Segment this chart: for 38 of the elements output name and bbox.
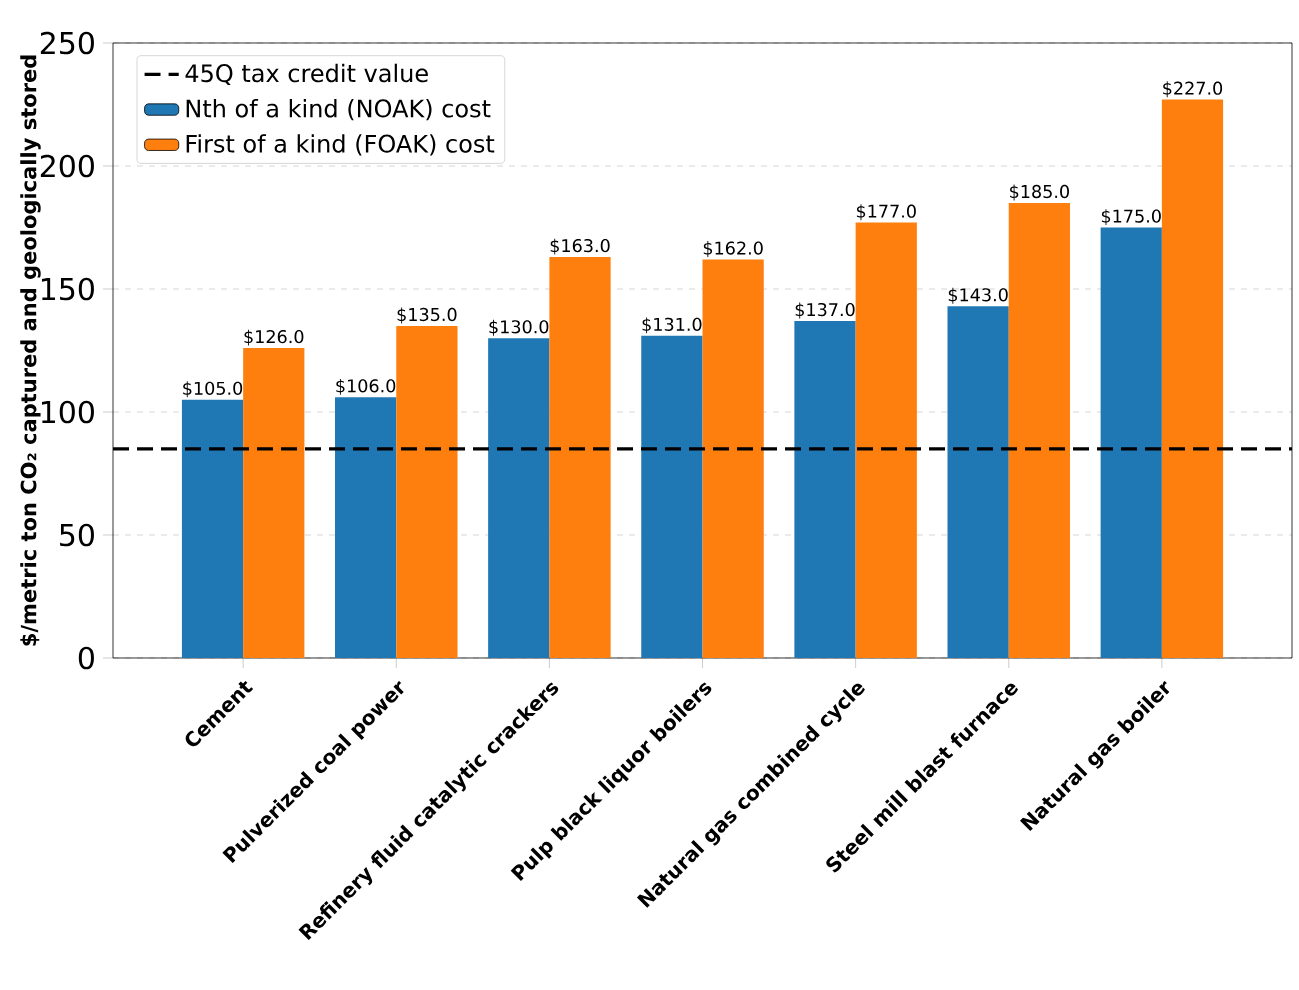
data-label: $126.0 bbox=[244, 329, 304, 346]
bar bbox=[1008, 202, 1070, 658]
data-label: $135.0 bbox=[397, 307, 457, 324]
bar bbox=[641, 335, 703, 658]
bar bbox=[396, 325, 458, 658]
bar bbox=[1161, 99, 1224, 658]
bar bbox=[181, 399, 244, 658]
data-label: $105.0 bbox=[183, 381, 243, 398]
bar bbox=[947, 306, 1009, 658]
data-label: $130.0 bbox=[489, 319, 549, 336]
y-tick-label: 150 bbox=[41, 277, 94, 301]
data-label: $185.0 bbox=[1010, 184, 1069, 201]
data-label: $106.0 bbox=[336, 378, 396, 395]
data-label: $143.0 bbox=[948, 287, 1008, 304]
bar bbox=[549, 257, 611, 658]
data-label: $177.0 bbox=[856, 204, 916, 221]
bar bbox=[335, 397, 397, 658]
legend-label: 45Q tax credit value bbox=[185, 63, 428, 86]
y-tick-label: 0 bbox=[78, 646, 94, 670]
bar bbox=[1100, 227, 1162, 658]
bar bbox=[488, 338, 550, 658]
bar bbox=[702, 259, 764, 658]
data-label: $163.0 bbox=[550, 238, 610, 255]
data-label: $175.0 bbox=[1101, 209, 1161, 226]
data-label: $227.0 bbox=[1163, 81, 1223, 98]
y-tick-label: 50 bbox=[60, 523, 94, 547]
bar bbox=[855, 222, 917, 658]
legend-label: First of a kind (FOAK) cost bbox=[186, 134, 495, 156]
legend-label: Nth of a kind (NOAK) cost bbox=[186, 98, 491, 121]
y-tick-label: 100 bbox=[41, 400, 94, 424]
bar bbox=[794, 320, 856, 658]
y-tick-label: 200 bbox=[40, 154, 94, 178]
y-tick-label: 250 bbox=[40, 31, 94, 55]
data-label: $162.0 bbox=[703, 241, 763, 258]
y-axis-title: $/metric ton CO₂ captured and geologically stored bbox=[20, 55, 41, 646]
data-label: $131.0 bbox=[642, 317, 702, 334]
bar bbox=[243, 348, 305, 658]
data-label: $137.0 bbox=[795, 302, 855, 319]
